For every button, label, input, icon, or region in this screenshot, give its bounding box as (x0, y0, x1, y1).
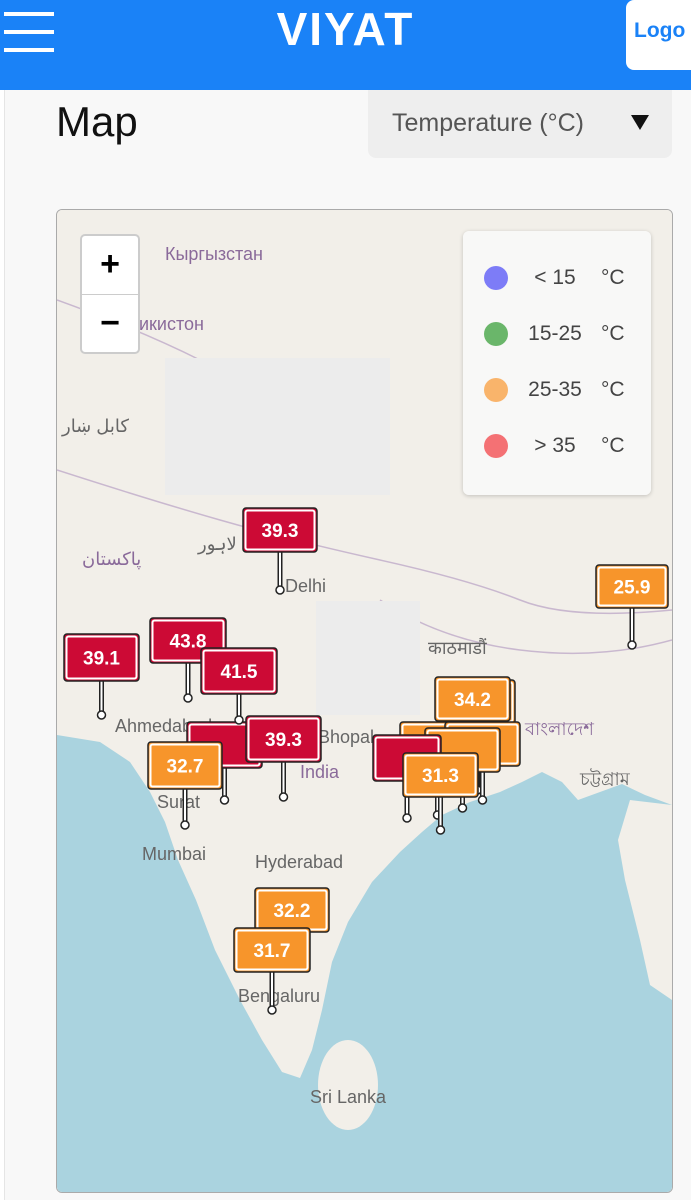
marker-pin (96, 710, 107, 720)
place-label: Bengaluru (238, 986, 320, 1006)
place-label: চট্টগ্রাম (579, 768, 631, 789)
legend-swatch (484, 322, 508, 346)
marker-box (242, 507, 318, 553)
marker-pin (402, 813, 412, 823)
marker-label: 34.2 (454, 690, 491, 711)
legend-label: 25-35 (528, 378, 582, 401)
marker-box (245, 715, 322, 763)
marker-box (595, 564, 669, 609)
marker-pin (219, 795, 230, 805)
dropdown[interactable]: Temperature (°C) (368, 90, 672, 158)
dropdown-arrow (631, 115, 649, 130)
legend-swatch (484, 266, 508, 290)
marker: 31.7 (233, 927, 311, 1015)
menu-button[interactable] (4, 12, 54, 52)
marker-pin (477, 795, 488, 805)
marker-pin (180, 820, 190, 830)
marker-box-inner (404, 754, 477, 796)
place-label: Sri Lanka (310, 1087, 387, 1107)
marker-box-inner (202, 649, 276, 693)
marker: 32.7 (147, 741, 223, 830)
place-label: Кыргызстан (165, 244, 263, 264)
marker-pin (275, 585, 285, 595)
legend-swatch (484, 378, 508, 402)
legend-unit: °C (601, 378, 625, 401)
place-label: پاکستان (82, 549, 141, 570)
marker-pin (627, 640, 637, 650)
marker-pin (234, 715, 244, 725)
place-label: لاہور (197, 534, 237, 555)
legend: < 15 °C 15-25 °C 25-35 °C > 35 °C (463, 231, 651, 495)
dropdown-label: Temperature (°C) (392, 109, 584, 137)
markers: 34.2 39.3 25.9 39.1 43.8 41.5 39.3 32.7 31.3 32.2… (63, 507, 669, 1015)
map[interactable]: Кыргызстан Тоҷикистон کابل ښار لاہور پاک… (56, 209, 673, 1193)
marker-label: 32.7 (167, 757, 204, 778)
marker-box (233, 927, 311, 973)
marker-box-inner (235, 929, 309, 971)
marker-box (402, 752, 479, 798)
logo[interactable]: Logo (626, 0, 691, 70)
marker-box-inner (149, 743, 221, 788)
marker-pin (267, 1005, 277, 1015)
marker-label: 39.3 (265, 730, 302, 751)
header: VIYAT Logo (0, 0, 691, 90)
marker-label: 25.9 (614, 578, 651, 599)
legend-label: < 15 (534, 266, 576, 289)
legend-label: 15-25 (528, 322, 582, 345)
marker-label: 32.2 (274, 901, 311, 922)
marker: 39.3 (245, 715, 322, 802)
marker: 39.3 (242, 507, 318, 595)
legend-label: > 35 (534, 434, 576, 457)
marker-label: 39.3 (262, 521, 299, 542)
marker-box (63, 633, 140, 682)
place-label: Delhi (285, 576, 326, 596)
legend-unit: °C (601, 434, 625, 457)
marker-box-inner (65, 635, 138, 680)
marker-pin (183, 693, 193, 703)
page-title: Map (56, 98, 138, 145)
zoom-control: + − (80, 234, 140, 354)
zoom-out[interactable]: − (100, 304, 120, 342)
legend-swatch (484, 434, 508, 458)
brand-title: VIYAT (276, 3, 415, 55)
marker-label: 39.1 (83, 649, 120, 670)
marker-pin (435, 825, 446, 835)
marker-box-inner (436, 678, 509, 720)
marker: 41.5 (200, 647, 278, 725)
legend-unit: °C (601, 322, 625, 345)
marker-box-inner (151, 619, 225, 662)
legend-unit: °C (601, 266, 625, 289)
marker-box (434, 676, 511, 722)
marker: 25.9 (595, 564, 669, 650)
place-label: বাংলাদেশ (524, 719, 594, 739)
marker-box (147, 741, 223, 790)
marker-box-inner (597, 566, 667, 607)
place-label: Surat (157, 792, 200, 812)
marker-label: 31.3 (422, 766, 459, 787)
place-label: Hyderabad (255, 852, 343, 872)
marker-box-inner (247, 717, 320, 761)
marker-pin (457, 803, 468, 813)
marker-label: 31.7 (254, 941, 291, 962)
place-label: Mumbai (142, 844, 206, 864)
marker-label: 43.8 (170, 632, 207, 653)
marker: 39.1 (63, 633, 140, 720)
zoom-in[interactable]: + (82, 236, 138, 295)
marker-box (200, 647, 278, 695)
place-label: India (300, 762, 340, 782)
place-label: Bhopal (318, 727, 374, 747)
marker: 31.3 (402, 752, 479, 835)
marker-pin (278, 792, 289, 802)
marker-box-inner (244, 509, 316, 551)
place-label: کابل ښار (61, 416, 129, 436)
place-label: काठमाडौं (428, 637, 487, 658)
marker-label: 41.5 (221, 662, 258, 683)
